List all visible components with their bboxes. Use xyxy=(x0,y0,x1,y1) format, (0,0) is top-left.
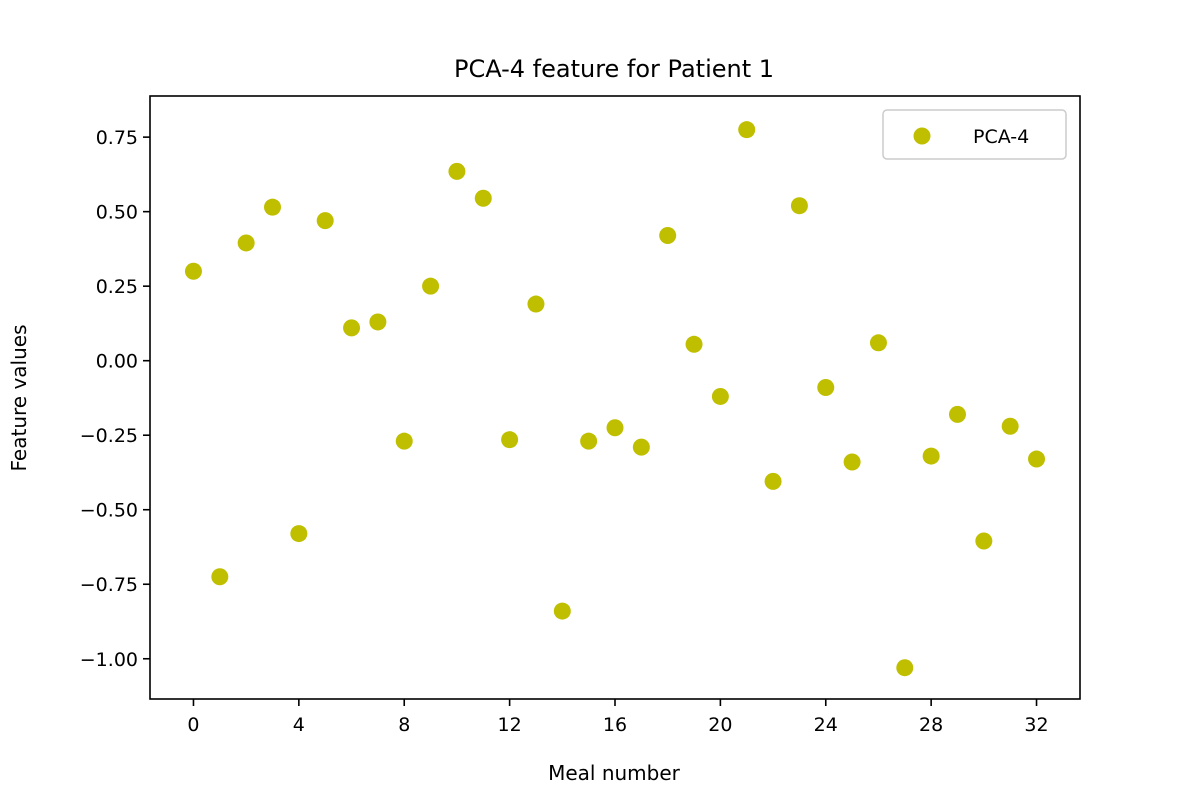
data-point xyxy=(896,659,914,677)
legend-label: PCA-4 xyxy=(973,126,1029,148)
data-point xyxy=(290,525,308,543)
y-axis: 0.75 0.50 0.25 0.00 −0.25 −0.50 −0.75 −1.00 xyxy=(80,127,150,671)
data-point xyxy=(843,453,861,471)
legend: PCA-4 xyxy=(882,109,1067,160)
x-tick-label: 8 xyxy=(398,714,410,736)
plot-area-frame xyxy=(149,95,1081,700)
y-tick-label: 0.50 xyxy=(96,202,138,224)
x-tick-label: 20 xyxy=(708,714,732,736)
data-point xyxy=(1028,450,1046,468)
x-axis: 0 4 8 12 16 20 24 28 32 xyxy=(187,699,1049,736)
y-tick-label: −0.50 xyxy=(80,500,138,522)
data-point xyxy=(553,602,571,620)
x-tick-label: 16 xyxy=(603,714,627,736)
x-axis-label: Meal number xyxy=(548,761,681,785)
data-point xyxy=(659,226,677,244)
data-point xyxy=(711,387,729,405)
x-tick-label: 32 xyxy=(1024,714,1048,736)
legend-marker xyxy=(913,127,931,145)
data-point xyxy=(606,419,624,437)
data-point xyxy=(237,234,255,252)
data-point xyxy=(474,189,492,207)
data-point xyxy=(211,568,229,586)
data-point xyxy=(1001,417,1019,435)
x-tick-label: 24 xyxy=(814,714,838,736)
data-point xyxy=(527,295,545,313)
y-tick-label: 0.75 xyxy=(96,127,138,149)
data-point xyxy=(869,334,887,352)
data-point xyxy=(395,432,413,450)
data-point xyxy=(975,532,993,550)
data-point xyxy=(817,379,835,397)
x-tick-label: 12 xyxy=(498,714,522,736)
data-point xyxy=(448,162,466,180)
data-point xyxy=(184,262,202,280)
data-point xyxy=(264,198,282,216)
data-point xyxy=(764,472,782,490)
data-point xyxy=(422,277,440,295)
data-point xyxy=(316,212,334,230)
y-tick-label: 0.25 xyxy=(96,276,138,298)
x-tick-label: 4 xyxy=(293,714,305,736)
chart-title: PCA-4 feature for Patient 1 xyxy=(454,55,774,83)
data-point xyxy=(343,319,361,337)
x-tick-label: 28 xyxy=(919,714,943,736)
data-point xyxy=(501,431,519,449)
x-tick-label: 0 xyxy=(187,714,199,736)
scatter-points xyxy=(184,121,1046,677)
legend-box xyxy=(882,109,1067,160)
data-point xyxy=(922,447,940,465)
y-axis-label: Feature values xyxy=(7,325,31,472)
data-point xyxy=(738,121,756,139)
data-point xyxy=(685,335,703,353)
y-tick-label: −0.75 xyxy=(80,574,138,596)
y-tick-label: 0.00 xyxy=(96,351,138,373)
data-point xyxy=(948,405,966,423)
data-point xyxy=(580,432,598,450)
y-tick-label: −1.00 xyxy=(80,649,138,671)
data-point xyxy=(632,438,650,456)
data-point xyxy=(369,313,387,331)
y-tick-label: −0.25 xyxy=(80,425,138,447)
data-point xyxy=(790,197,808,215)
